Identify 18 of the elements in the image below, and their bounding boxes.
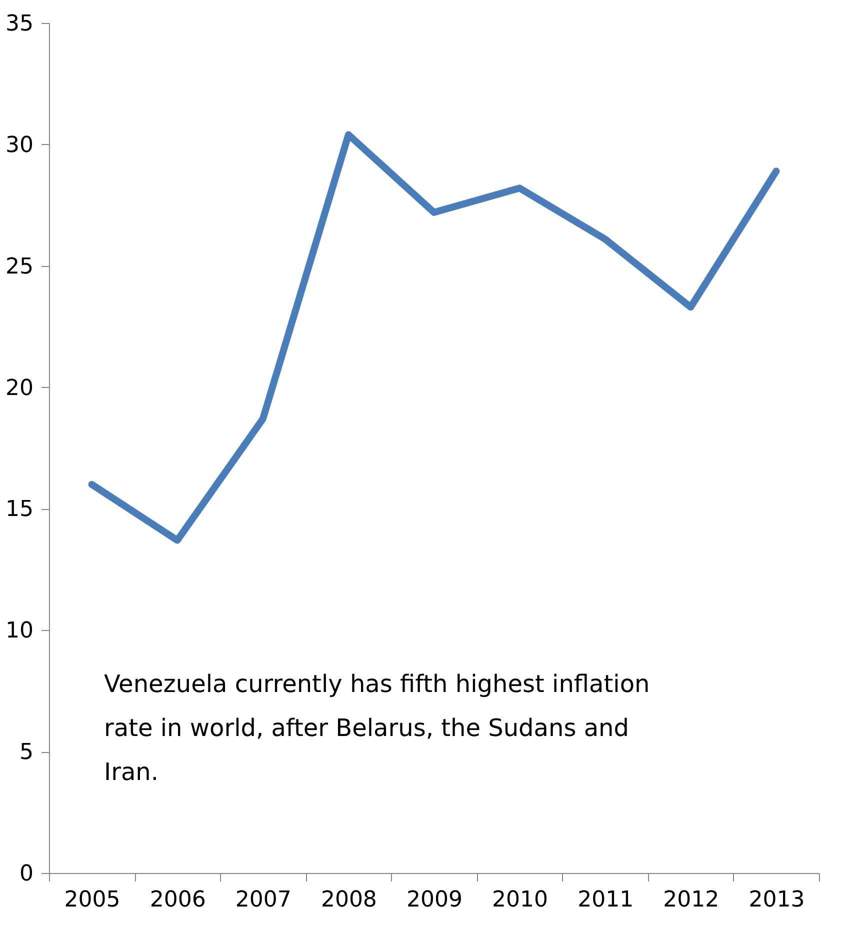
- y-tick-label: 15: [6, 497, 34, 522]
- x-tick-label: 2009: [406, 888, 462, 912]
- x-tick-label: 2008: [320, 888, 377, 912]
- y-tick-label: 0: [20, 862, 34, 886]
- annotation: Venezuela currently has fifth highest inflation rate in world, after Belarus, the Sudans and Iran.: [104, 670, 650, 786]
- x-tick-label: 2010: [492, 888, 548, 912]
- y-tick-label: 30: [6, 132, 34, 158]
- y-tick-label: 25: [6, 254, 34, 280]
- y-tick-label: 5: [20, 740, 34, 766]
- x-tick-label: 2005: [64, 888, 120, 912]
- x-tick-label: 2006: [150, 888, 206, 912]
- y-tick-label: 10: [6, 618, 34, 644]
- x-tick-label: 2013: [748, 888, 805, 912]
- x-tick-label: 2012: [663, 888, 720, 912]
- x-tick-label: 2011: [578, 888, 634, 912]
- y-tick-label: 35: [6, 12, 34, 36]
- x-tick-label: 2007: [235, 888, 292, 912]
- y-tick-label: 20: [6, 376, 34, 401]
